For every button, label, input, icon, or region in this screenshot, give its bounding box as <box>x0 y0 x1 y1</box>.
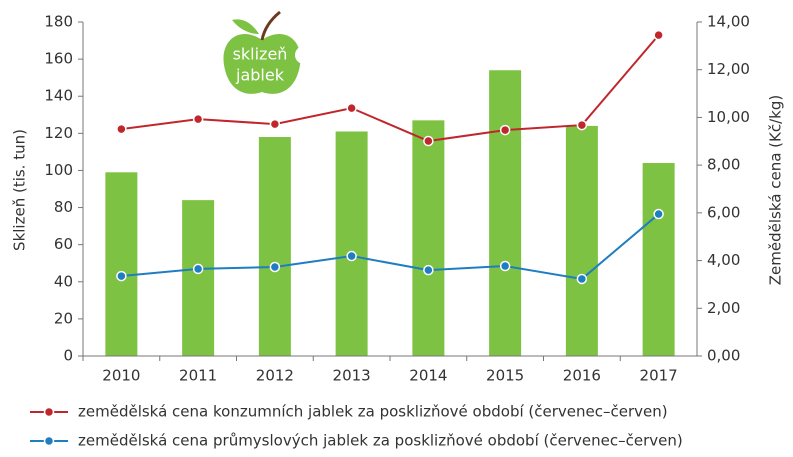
y2-tick-label: 14,00 <box>707 13 750 31</box>
chart: sklizeň jablek Sklizeň (tis. tun) Zemědě… <box>0 0 793 457</box>
marker <box>577 274 586 283</box>
x-tick-label: 2016 <box>563 367 601 385</box>
y-tick-label: 80 <box>54 198 73 216</box>
annotation: jablek <box>235 66 285 85</box>
bar <box>259 137 291 356</box>
y2-tick-label: 12,00 <box>707 60 750 78</box>
bar <box>643 163 675 356</box>
marker <box>654 31 663 40</box>
legend-marker <box>45 437 54 446</box>
bar <box>566 126 598 356</box>
marker <box>194 264 203 273</box>
y2-tick-label: 10,00 <box>707 108 750 126</box>
marker <box>194 115 203 124</box>
annotation: sklizeň <box>233 45 288 64</box>
y2-tick-label: 2,00 <box>707 299 740 317</box>
x-tick-label: 2012 <box>256 367 294 385</box>
marker <box>117 272 126 281</box>
legend-label: zemědělská cena konzumních jablek za pos… <box>78 403 668 421</box>
x-tick-label: 2013 <box>333 367 371 385</box>
y2-tick-label: 8,00 <box>707 156 740 174</box>
marker <box>347 252 356 261</box>
marker <box>270 263 279 272</box>
marker <box>424 266 433 275</box>
y2-tick-label: 6,00 <box>707 203 740 221</box>
x-tick-label: 2014 <box>409 367 447 385</box>
y-tick-label: 0 <box>63 347 73 365</box>
y-tick-label: 20 <box>54 309 73 327</box>
marker <box>270 120 279 129</box>
x-tick-label: 2010 <box>102 367 140 385</box>
y2-tick-label: 0,00 <box>707 347 740 365</box>
y-tick-label: 140 <box>44 87 73 105</box>
y-tick-label: 100 <box>44 161 73 179</box>
bar <box>182 200 214 356</box>
y-tick-label: 180 <box>44 13 73 31</box>
marker <box>577 121 586 130</box>
legend-marker <box>45 408 54 417</box>
bar <box>105 172 137 356</box>
y2-tick-label: 4,00 <box>707 251 740 269</box>
marker <box>654 210 663 219</box>
x-tick-label: 2017 <box>640 367 678 385</box>
x-tick-label: 2011 <box>179 367 217 385</box>
marker <box>424 137 433 146</box>
x-tick-label: 2015 <box>486 367 524 385</box>
bar <box>489 70 521 356</box>
y-tick-label: 120 <box>44 124 73 142</box>
legend-label: zemědělská cena průmyslových jablek za p… <box>78 432 683 450</box>
y-tick-label: 160 <box>44 50 73 68</box>
marker <box>117 125 126 134</box>
y-tick-label: 40 <box>54 272 73 290</box>
y-axis-title: Sklizeň (tis. tun) <box>11 129 29 251</box>
marker <box>347 104 356 113</box>
marker <box>501 262 510 271</box>
y-tick-label: 60 <box>54 235 73 253</box>
bar <box>412 120 444 356</box>
bar <box>336 131 368 356</box>
marker <box>501 126 510 135</box>
y2-axis-title: Zemědělská cena (Kč/kg) <box>767 95 785 285</box>
